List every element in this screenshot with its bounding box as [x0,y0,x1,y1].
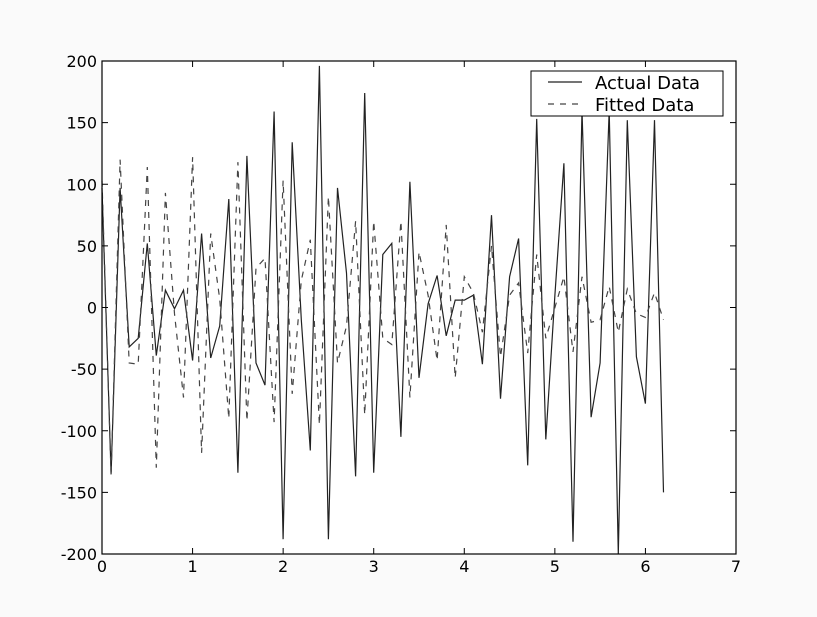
x-tick-label: 0 [97,557,107,576]
y-tick-label: 0 [87,299,97,318]
y-tick-label: 150 [66,114,97,133]
x-tick-label: 6 [640,557,650,576]
legend: Actual Data Fitted Data [530,70,724,117]
y-tick-label: 200 [66,52,97,71]
x-tick-label: 2 [278,557,288,576]
y-tick-label: -150 [61,483,97,502]
y-tick-label: 100 [66,175,97,194]
y-tick-label: -100 [61,422,97,441]
x-tick-label: 1 [187,557,197,576]
plot-area [102,61,736,554]
y-tick-label: 50 [77,237,97,256]
legend-label-actual: Actual Data [595,73,700,94]
series-line-actual [101,65,665,555]
series-layer [101,65,665,555]
y-tick-label: -50 [71,360,97,379]
x-tick-label: 4 [459,557,469,576]
axis-layer: 0 1 2 3 4 5 6 7 200 150 100 50 0 -50 -100 -150 -200 [61,52,741,576]
y-tick-label: -200 [61,545,97,564]
x-tick-label: 5 [550,557,560,576]
x-tick-label: 7 [731,557,741,576]
legend-box [530,70,724,117]
x-tick-label: 3 [369,557,379,576]
legend-label-fitted: Fitted Data [595,95,694,116]
